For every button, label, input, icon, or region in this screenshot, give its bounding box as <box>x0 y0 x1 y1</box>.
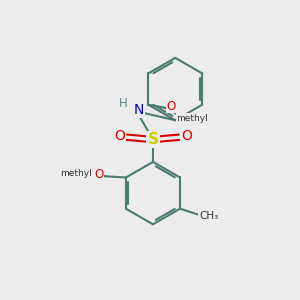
Text: O: O <box>94 168 103 181</box>
Text: CH₃: CH₃ <box>199 211 218 221</box>
Text: H: H <box>119 97 128 110</box>
Text: O: O <box>167 100 176 113</box>
Text: O: O <box>114 129 125 143</box>
Text: S: S <box>148 132 158 147</box>
Text: methyl: methyl <box>60 169 92 178</box>
Text: methyl: methyl <box>176 113 208 122</box>
Text: N: N <box>134 103 144 117</box>
Text: O: O <box>181 129 192 143</box>
